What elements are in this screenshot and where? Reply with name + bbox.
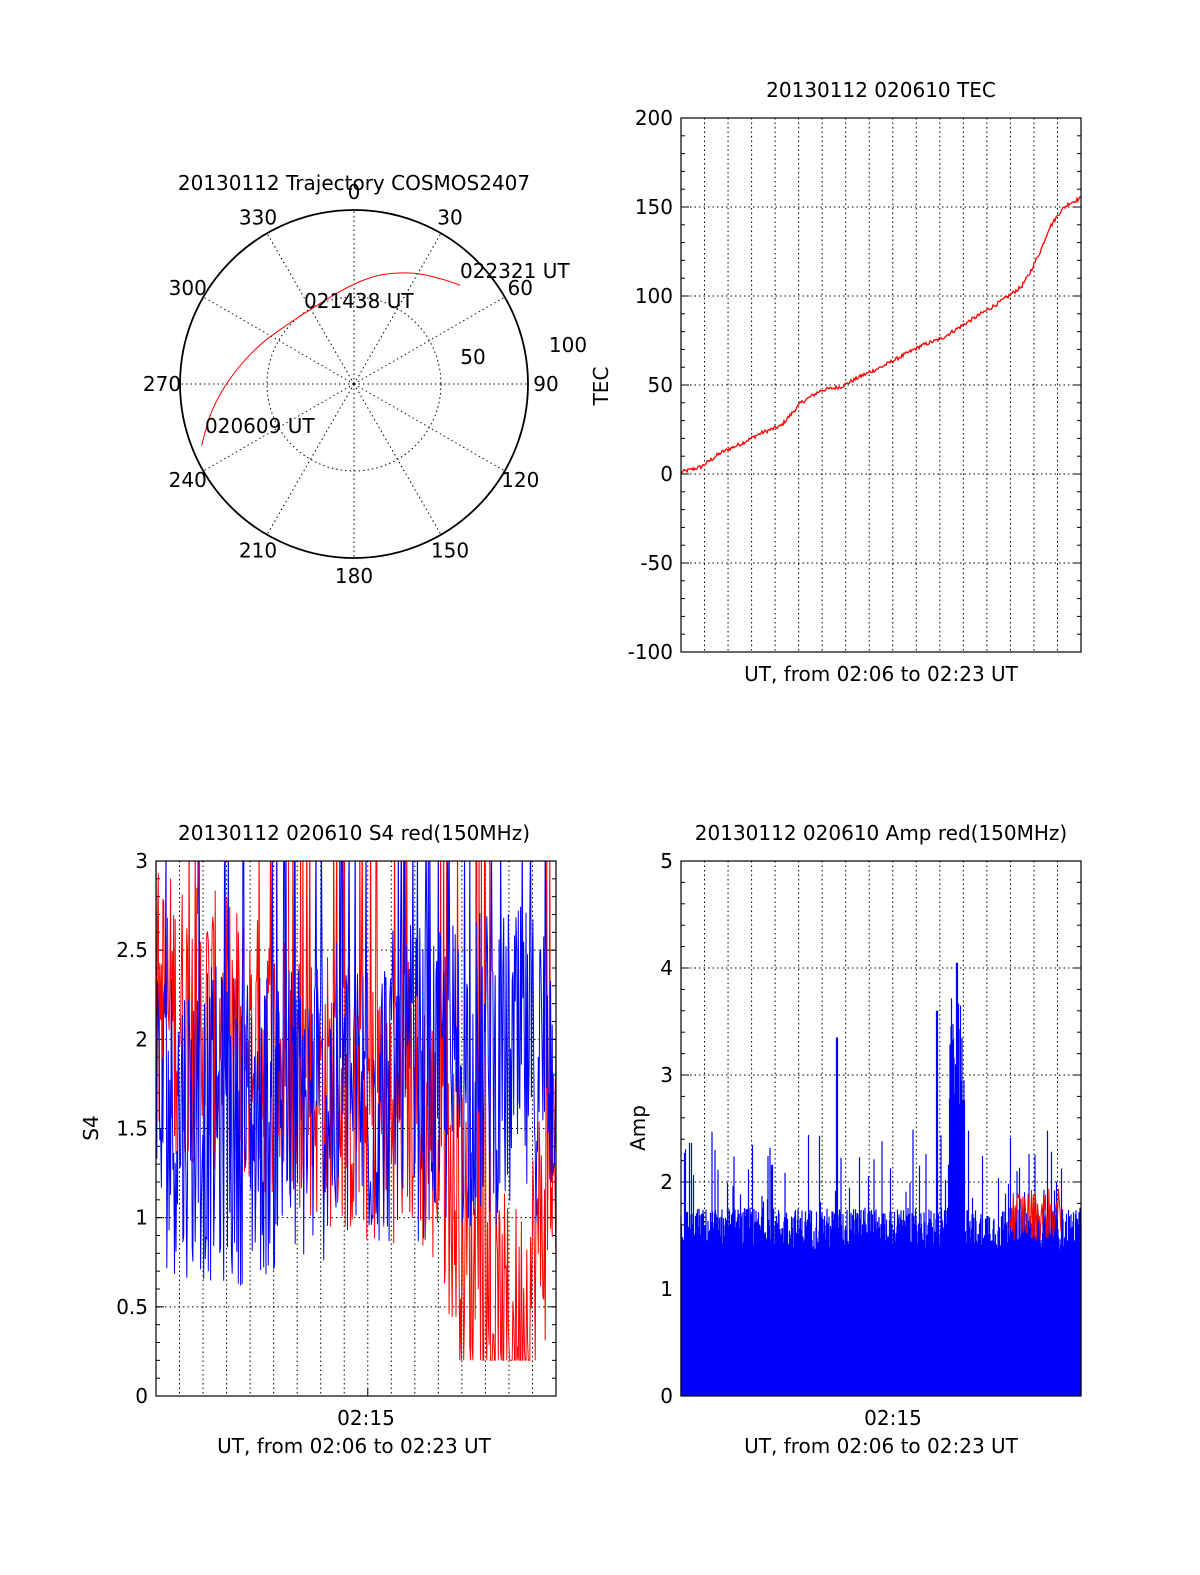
amp-frame bbox=[680, 860, 1082, 1397]
s4-xtick-0215: 02:15 bbox=[337, 1406, 395, 1430]
tec-series-line bbox=[680, 196, 1082, 474]
tec-xlabel: UT, from 02:06 to 02:23 UT bbox=[744, 662, 1019, 686]
polar-azimuth-label: 330 bbox=[239, 206, 277, 230]
polar-azimuth-label: 90 bbox=[533, 372, 558, 396]
polar-spoke bbox=[353, 296, 505, 385]
amp-ytick-label: 2 bbox=[660, 1170, 673, 1194]
amp-series bbox=[680, 962, 1082, 1396]
polar-grid bbox=[179, 209, 529, 559]
amp-series-blue bbox=[680, 962, 1082, 1396]
s4-ytick-label: 1.5 bbox=[116, 1117, 148, 1141]
annotation-mid-time: 021438 UT bbox=[304, 289, 414, 313]
polar-spoke bbox=[353, 233, 442, 385]
s4-series-blue bbox=[156, 861, 556, 1286]
s4-series bbox=[156, 861, 556, 1361]
s4-frame bbox=[155, 860, 557, 1397]
s4-ytick-label: 1 bbox=[135, 1206, 148, 1230]
amp-ytick-label: 4 bbox=[660, 956, 673, 980]
s4-ytick-label: 2.5 bbox=[116, 938, 148, 962]
tec-ytick-label: 0 bbox=[660, 462, 673, 486]
tec-ytick-labels: -100 -50 0 50 100 150 200 bbox=[628, 106, 673, 664]
radial-label-50: 50 bbox=[460, 345, 485, 369]
trajectory-title: 20130112 Trajectory COSMOS2407 bbox=[178, 171, 530, 195]
tec-ytick-label: -100 bbox=[628, 640, 673, 664]
tec-ytick-label: 100 bbox=[635, 284, 673, 308]
polar-azimuth-label: 300 bbox=[169, 276, 207, 300]
trajectory-series-line bbox=[201, 272, 461, 446]
amp-ytick-label: 5 bbox=[660, 849, 673, 873]
s4-ytick-label: 0 bbox=[135, 1384, 148, 1408]
s4-ytick-label: 0.5 bbox=[116, 1295, 148, 1319]
trajectory-polar-chart: 20130112 Trajectory COSMOS2407 0 30 60 90 12… bbox=[143, 171, 587, 588]
s4-ytick-labels: 0 0.5 1 1.5 2 2.5 3 bbox=[116, 849, 148, 1408]
polar-azimuth-label: 150 bbox=[431, 538, 469, 562]
amp-xtick-0215: 02:15 bbox=[864, 1406, 922, 1430]
tec-title: 20130112 020610 TEC bbox=[766, 78, 996, 102]
polar-spoke bbox=[266, 233, 355, 385]
amp-chart: 20130112 020610 Amp red(150MHz) Amp 02:1… bbox=[626, 821, 1082, 1458]
polar-outer-circle bbox=[179, 209, 529, 559]
tec-frame bbox=[680, 117, 1082, 653]
polar-spoke bbox=[203, 296, 355, 385]
polar-azimuth-label: 30 bbox=[437, 206, 462, 230]
amp-ytick-label: 3 bbox=[660, 1063, 673, 1087]
polar-spoke bbox=[203, 383, 355, 472]
tec-grid bbox=[681, 117, 1081, 653]
tec-ylabel: TEC bbox=[589, 367, 613, 407]
polar-spoke bbox=[266, 383, 355, 535]
polar-azimuth-label: 270 bbox=[143, 372, 181, 396]
tec-ytick-label: 200 bbox=[635, 106, 673, 130]
polar-azimuth-label: 0 bbox=[348, 180, 361, 204]
amp-series-red bbox=[1008, 1188, 1062, 1241]
amp-xlabel: UT, from 02:06 to 02:23 UT bbox=[744, 1434, 1019, 1458]
polar-azimuth-label: 180 bbox=[335, 564, 373, 588]
polar-azimuth-label: 120 bbox=[501, 468, 539, 492]
polar-azimuth-label: 60 bbox=[508, 276, 533, 300]
amp-ytick-labels: 0 1 2 3 4 5 bbox=[660, 849, 673, 1408]
amp-ytick-label: 1 bbox=[660, 1277, 673, 1301]
radial-label-100: 100 bbox=[549, 333, 587, 357]
tec-chart: 20130112 020610 TEC TEC UT, from 02:06 t… bbox=[589, 78, 1082, 686]
amp-ytick-label: 0 bbox=[660, 1384, 673, 1408]
tec-ytick-label: -50 bbox=[640, 551, 673, 575]
polar-azimuth-label: 240 bbox=[169, 468, 207, 492]
polar-spoke bbox=[353, 383, 442, 535]
s4-ylabel: S4 bbox=[79, 1115, 103, 1140]
s4-ytick-label: 2 bbox=[135, 1027, 148, 1051]
s4-title: 20130112 020610 S4 red(150MHz) bbox=[178, 821, 530, 845]
s4-chart: 20130112 020610 S4 red(150MHz) S4 02:15 … bbox=[79, 821, 557, 1458]
polar-azimuth-label: 210 bbox=[239, 538, 277, 562]
tec-ytick-label: 150 bbox=[635, 195, 673, 219]
annotation-start-time: 020609 UT bbox=[205, 414, 315, 438]
tec-ytick-label: 50 bbox=[648, 373, 673, 397]
annotation-end-time: 022321 UT bbox=[460, 259, 570, 283]
polar-spoke bbox=[353, 383, 505, 472]
polar-azimuth-labels: 0 30 60 90 120 150 180 210 240 270 300 330 bbox=[143, 180, 559, 588]
s4-ytick-label: 3 bbox=[135, 849, 148, 873]
s4-xlabel: UT, from 02:06 to 02:23 UT bbox=[217, 1434, 492, 1458]
amp-ylabel: Amp bbox=[626, 1105, 650, 1151]
amp-title: 20130112 020610 Amp red(150MHz) bbox=[695, 821, 1067, 845]
